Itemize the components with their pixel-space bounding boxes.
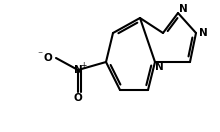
Text: N: N	[199, 28, 207, 38]
Text: ⁻: ⁻	[37, 50, 42, 60]
Text: O: O	[74, 93, 82, 103]
Text: N: N	[74, 65, 82, 75]
Text: O: O	[44, 53, 52, 63]
Text: N: N	[155, 62, 163, 72]
Text: +: +	[80, 62, 86, 70]
Text: N: N	[179, 4, 187, 14]
